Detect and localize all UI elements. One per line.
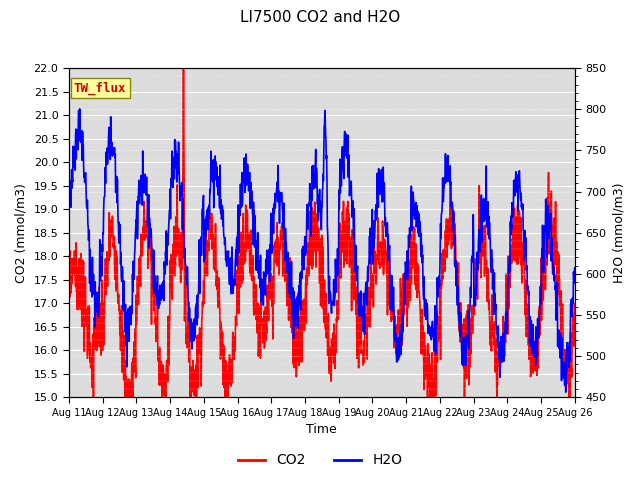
Line: CO2: CO2 xyxy=(69,68,575,397)
H2O xyxy=(76,106,84,112)
H2O xyxy=(562,389,570,395)
H2O xyxy=(234,202,242,208)
H2O xyxy=(166,207,173,213)
H2O xyxy=(467,285,474,290)
CO2 xyxy=(90,395,97,400)
Text: LI7500 CO2 and H2O: LI7500 CO2 and H2O xyxy=(240,10,400,24)
Line: H2O: H2O xyxy=(69,109,575,392)
H2O xyxy=(65,203,73,209)
CO2 xyxy=(511,246,519,252)
CO2 xyxy=(401,301,408,307)
CO2 xyxy=(166,325,173,331)
CO2 xyxy=(467,351,475,357)
H2O xyxy=(178,180,186,186)
CO2 xyxy=(178,263,186,268)
Y-axis label: CO2 (mmol/m3): CO2 (mmol/m3) xyxy=(15,183,28,283)
H2O xyxy=(571,265,579,271)
H2O xyxy=(511,177,519,182)
X-axis label: Time: Time xyxy=(307,423,337,436)
CO2 xyxy=(65,295,73,300)
Legend: CO2, H2O: CO2, H2O xyxy=(232,448,408,473)
CO2 xyxy=(235,311,243,316)
Text: TW_flux: TW_flux xyxy=(74,81,127,95)
CO2 xyxy=(180,65,188,71)
CO2 xyxy=(571,309,579,315)
Y-axis label: H2O (mmol/m3): H2O (mmol/m3) xyxy=(612,182,625,283)
H2O xyxy=(401,271,408,277)
